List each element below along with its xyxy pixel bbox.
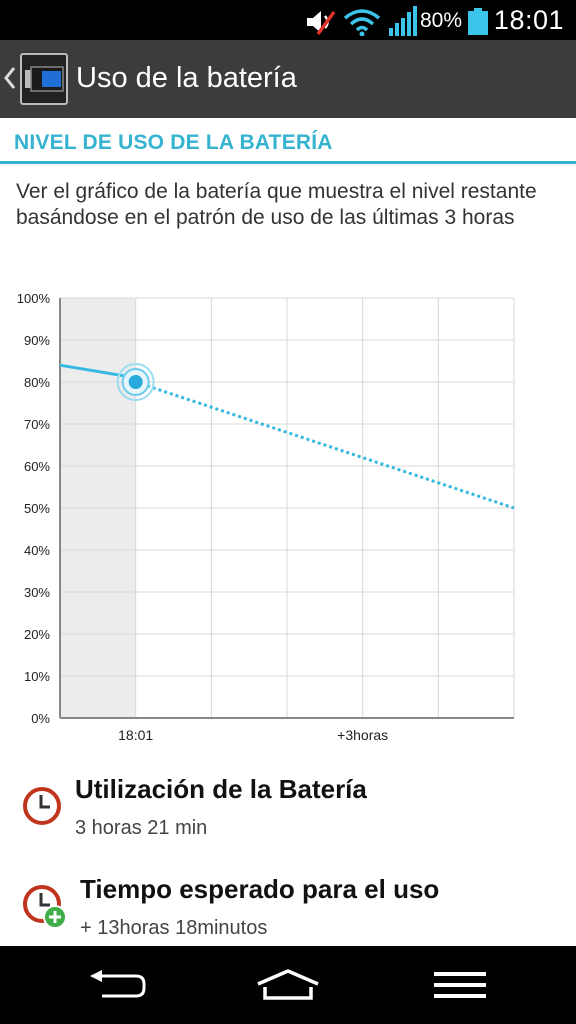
y-tick-label: 80% [24,375,50,390]
clock-time: 18:01 [493,5,564,35]
y-tick-label: 60% [24,459,50,474]
menu-nav-button[interactable] [394,946,524,1024]
y-tick-label: 100% [17,291,51,306]
menu-nav-icon [434,972,486,998]
current-point-halo-outer [116,363,155,401]
battery-chart: 100% 90% 80% 70% 60% 50% 40% 30% 20% 10% 0% 18:01 +3… [0,286,576,748]
home-nav-button[interactable] [223,946,353,1024]
home-nav-icon [257,969,319,1000]
battery-percent: 80% [419,9,462,32]
y-tick-label: 90% [24,333,50,348]
battery-usage-row: Utilización de la Batería 3 horas 21 min [0,770,576,850]
y-tick-label: 70% [24,417,50,432]
clock-plus-icon [23,885,67,929]
wifi-icon [343,9,381,36]
battery-chart-svg: 100% 90% 80% 70% 60% 50% 40% 30% 20% 10% 0% 18:01 +3… [17,291,515,743]
section-header-text: NIVEL DE USO DE LA BATERÍA [14,131,333,154]
back-nav-button[interactable] [52,946,182,1024]
back-nav-icon [90,970,146,998]
back-icon[interactable] [4,66,16,90]
y-tick-label: 30% [24,585,50,600]
battery-icon [468,8,488,35]
expected-time-title: Tiempo esperado para el uso [80,874,440,904]
battery-usage-value: 3 horas 21 min [75,817,208,839]
mute-icon [307,10,336,36]
y-tick-label: 50% [24,501,50,516]
history-battery-line [59,363,136,380]
clock-icon [23,787,61,825]
expected-time-row: Tiempo esperado para el uso + 13horas 18… [0,870,576,946]
battery-usage-title: Utilización de la Batería [75,774,367,804]
projected-battery-line [135,380,515,510]
action-bar: Uso de la batería [0,40,576,118]
status-bar: 80% 18:01 [0,0,576,40]
current-point-marker [128,375,143,389]
x-tick-label: +3horas [337,727,388,743]
navigation-bar [0,946,576,1024]
description-text: Ver el gráfico de la batería que muestra… [16,180,537,229]
y-tick-label: 10% [24,669,50,684]
battery-app-icon[interactable] [20,53,68,105]
y-tick-label: 0% [31,711,50,726]
y-tick-label: 20% [24,627,50,642]
signal-icon [389,6,417,36]
section-header: NIVEL DE USO DE LA BATERÍA [0,118,576,164]
y-tick-label: 40% [24,543,50,558]
expected-time-value: + 13horas 18minutos [80,917,268,939]
page-title: Uso de la batería [76,62,297,94]
x-tick-label: 18:01 [118,727,153,743]
